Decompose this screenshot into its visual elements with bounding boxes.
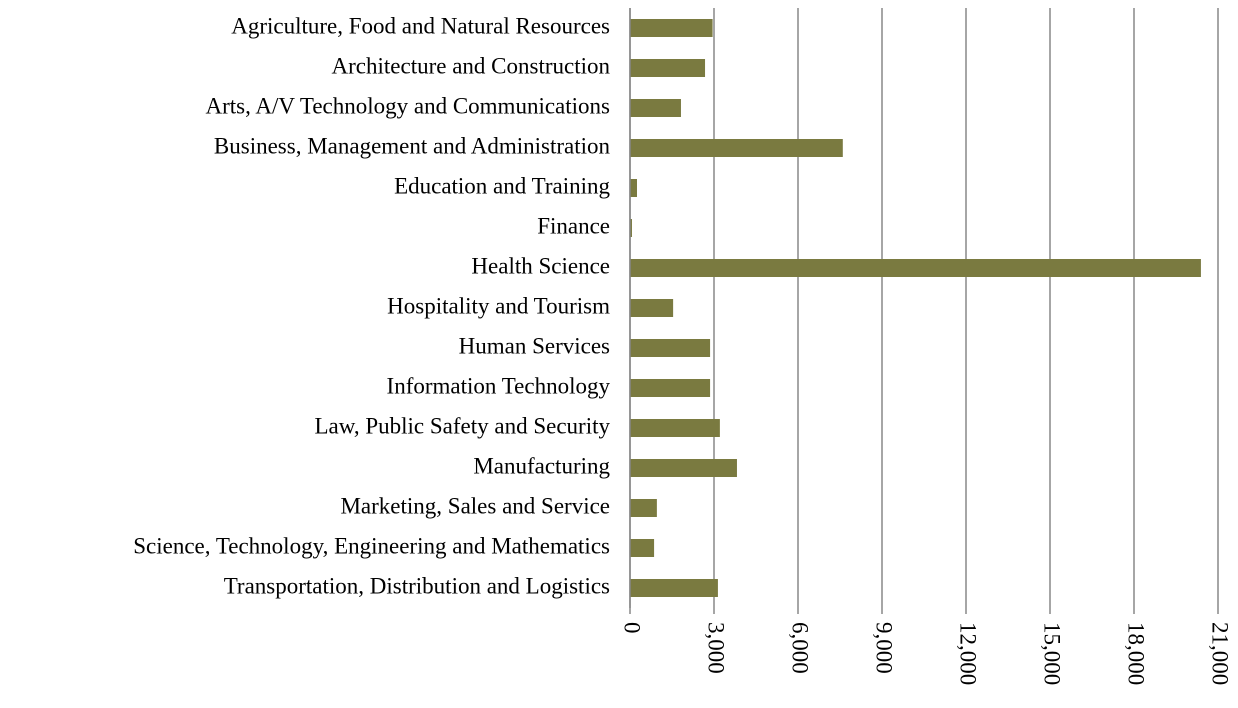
y-tick-label: Law, Public Safety and Security bbox=[314, 413, 610, 438]
y-tick-label: Health Science bbox=[471, 253, 610, 278]
y-tick-label: Transportation, Distribution and Logisti… bbox=[224, 573, 610, 598]
x-tick-label: 21,000 bbox=[1208, 622, 1233, 685]
y-tick-label: Business, Management and Administration bbox=[214, 133, 611, 158]
y-tick-label: Science, Technology, Engineering and Mat… bbox=[133, 533, 610, 558]
y-tick-label: Marketing, Sales and Service bbox=[340, 493, 610, 518]
bar bbox=[630, 19, 713, 37]
x-tick-label: 0 bbox=[620, 622, 645, 634]
bar bbox=[630, 459, 737, 477]
bar bbox=[630, 139, 843, 157]
y-tick-label: Education and Training bbox=[394, 173, 610, 198]
bar bbox=[630, 299, 674, 317]
y-tick-label: Arts, A/V Technology and Communications bbox=[206, 93, 611, 118]
bar bbox=[630, 219, 632, 237]
y-tick-label: Manufacturing bbox=[473, 453, 610, 478]
bar bbox=[630, 259, 1201, 277]
y-tick-label: Agriculture, Food and Natural Resources bbox=[231, 13, 610, 38]
y-tick-label: Architecture and Construction bbox=[332, 53, 611, 78]
x-tick-label: 6,000 bbox=[788, 622, 813, 674]
x-tick-label: 9,000 bbox=[872, 622, 897, 674]
bar bbox=[630, 579, 718, 597]
x-tick-label: 12,000 bbox=[956, 622, 981, 685]
bar bbox=[630, 419, 720, 437]
y-tick-label: Information Technology bbox=[387, 373, 611, 398]
y-tick-label: Human Services bbox=[459, 333, 610, 358]
bar bbox=[630, 499, 657, 517]
y-tick-label: Hospitality and Tourism bbox=[387, 293, 610, 318]
bar bbox=[630, 379, 711, 397]
bar bbox=[630, 539, 655, 557]
bar bbox=[630, 99, 681, 117]
x-tick-label: 15,000 bbox=[1040, 622, 1065, 685]
x-tick-label: 3,000 bbox=[704, 622, 729, 674]
bar bbox=[630, 179, 637, 197]
bar bbox=[630, 339, 711, 357]
bar bbox=[630, 59, 706, 77]
y-tick-label: Finance bbox=[537, 213, 610, 238]
x-tick-label: 18,000 bbox=[1124, 622, 1149, 685]
